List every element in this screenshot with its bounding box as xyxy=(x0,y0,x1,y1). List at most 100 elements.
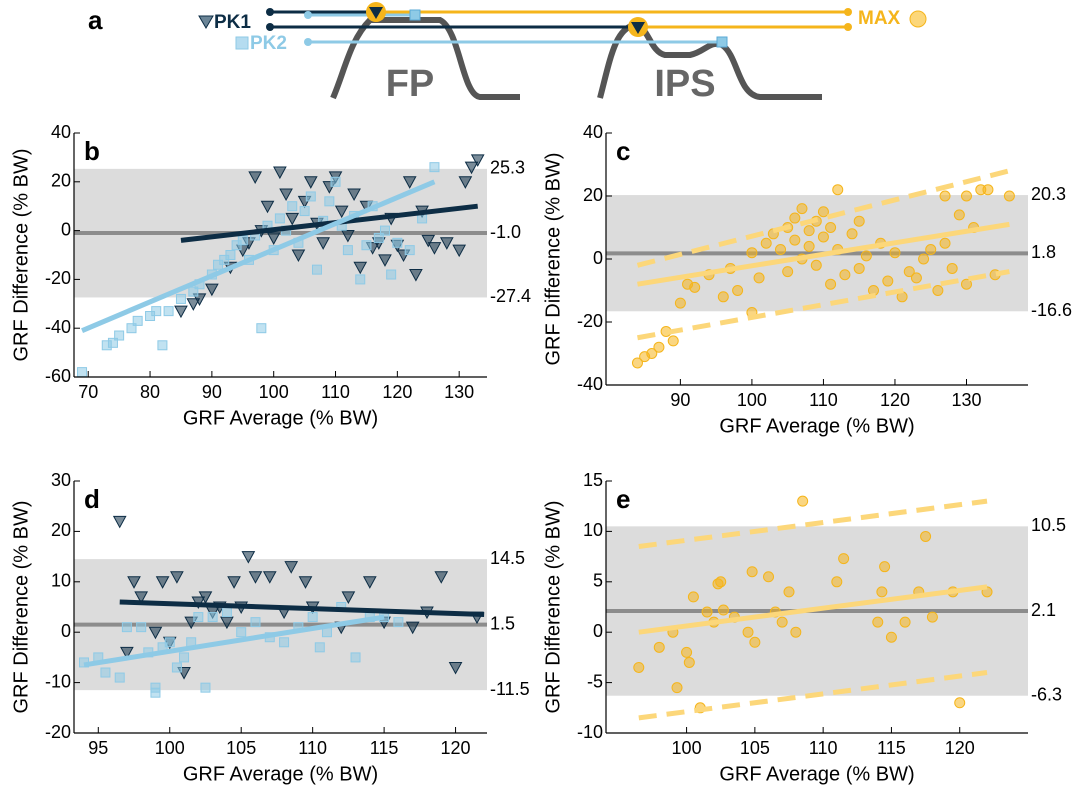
panel-label: e xyxy=(616,484,630,514)
point xyxy=(742,626,754,638)
point xyxy=(831,576,843,588)
point xyxy=(717,291,729,303)
point xyxy=(237,235,248,246)
x-tick-label: 90 xyxy=(670,390,690,410)
point xyxy=(361,240,372,251)
x-axis-label: GRF Average (% BW) xyxy=(719,763,914,785)
point xyxy=(355,274,366,285)
legend-label: PK2 xyxy=(250,33,287,54)
band-label: 14.5 xyxy=(490,548,525,568)
fit-line xyxy=(637,269,1010,341)
y-tick-label: 0 xyxy=(593,621,603,641)
point xyxy=(817,231,829,243)
point xyxy=(186,298,201,311)
end-dot xyxy=(304,38,312,46)
fit-line xyxy=(638,498,988,549)
point xyxy=(248,171,262,184)
y-tick-label: 10 xyxy=(51,571,71,591)
point xyxy=(458,176,473,189)
point xyxy=(386,269,397,280)
point xyxy=(448,661,463,675)
y-axis-label: GRF Difference (% BW) xyxy=(542,153,564,366)
point xyxy=(810,259,822,271)
point xyxy=(100,667,111,678)
point xyxy=(775,244,787,256)
band-label: 2.1 xyxy=(1031,600,1056,620)
point xyxy=(429,162,440,173)
point xyxy=(157,340,168,351)
band-label: -16.6 xyxy=(1031,300,1072,320)
point xyxy=(409,269,423,282)
x-tick-label: 100 xyxy=(737,390,767,410)
point xyxy=(825,222,837,233)
point xyxy=(918,253,930,265)
fit-line xyxy=(637,221,1010,287)
y-tick-label: -10 xyxy=(45,671,71,691)
point xyxy=(241,551,256,564)
x-tick-label: 80 xyxy=(140,382,160,402)
band-label: -11.5 xyxy=(490,679,530,699)
point xyxy=(960,278,972,290)
x-tick-label: 100 xyxy=(259,382,289,402)
y-tick-label: 5 xyxy=(593,571,603,591)
point xyxy=(960,190,972,202)
chart-panel: 25.3 -1.0 -27.4 -60 -40 -20 0 20 40 70 80 90 100 110 1… xyxy=(10,122,531,430)
x-tick-label: 120 xyxy=(382,382,412,402)
fit-line xyxy=(119,599,485,618)
point xyxy=(393,617,404,628)
point xyxy=(838,553,850,565)
point xyxy=(953,209,965,221)
point xyxy=(200,682,211,693)
fit-line xyxy=(180,203,479,243)
y-tick-label: 20 xyxy=(51,171,71,191)
point xyxy=(155,576,170,589)
x-tick-label: 105 xyxy=(740,738,770,758)
point xyxy=(305,191,316,202)
force-curve xyxy=(330,17,520,100)
y-tick-label: -40 xyxy=(45,317,71,337)
point xyxy=(899,616,911,628)
point xyxy=(839,269,851,281)
point xyxy=(910,272,922,284)
point xyxy=(631,357,643,369)
point xyxy=(681,646,693,658)
y-tick-label: 30 xyxy=(51,470,71,490)
point xyxy=(853,215,865,227)
point xyxy=(279,188,293,202)
point xyxy=(350,652,361,663)
y-tick-label: -60 xyxy=(45,366,71,386)
chart-panel: 14.5 1.5 -11.5 -20 -10 0 10 20 30 95 100 105 110 115 1… xyxy=(10,470,529,786)
y-tick-label: 20 xyxy=(51,520,71,540)
y-tick-label: 0 xyxy=(593,248,603,268)
band-label: 1.8 xyxy=(1031,242,1056,262)
panel-label: c xyxy=(616,136,630,166)
point xyxy=(164,637,175,648)
point xyxy=(882,275,894,287)
band-label: -6.3 xyxy=(1031,684,1062,704)
fit-line xyxy=(638,670,988,721)
x-tick-label: 110 xyxy=(809,738,838,758)
point xyxy=(334,205,349,219)
point xyxy=(667,335,679,347)
point xyxy=(221,607,232,618)
point xyxy=(126,323,137,334)
point xyxy=(954,697,966,709)
pk2-marker xyxy=(409,9,421,21)
y-tick-label: -20 xyxy=(45,268,71,288)
legend-label: PK1 xyxy=(214,12,251,33)
point xyxy=(797,495,809,507)
point xyxy=(746,247,758,259)
point xyxy=(1003,190,1015,202)
point xyxy=(227,576,241,589)
point xyxy=(107,337,118,348)
x-axis-label: GRF Average (% BW) xyxy=(719,415,914,437)
point xyxy=(120,646,134,660)
point xyxy=(220,616,234,630)
point xyxy=(879,561,891,573)
x-tick-label: 90 xyxy=(202,382,222,402)
point xyxy=(132,315,143,326)
point xyxy=(633,661,645,673)
point xyxy=(279,637,290,648)
end-dot xyxy=(844,23,852,31)
